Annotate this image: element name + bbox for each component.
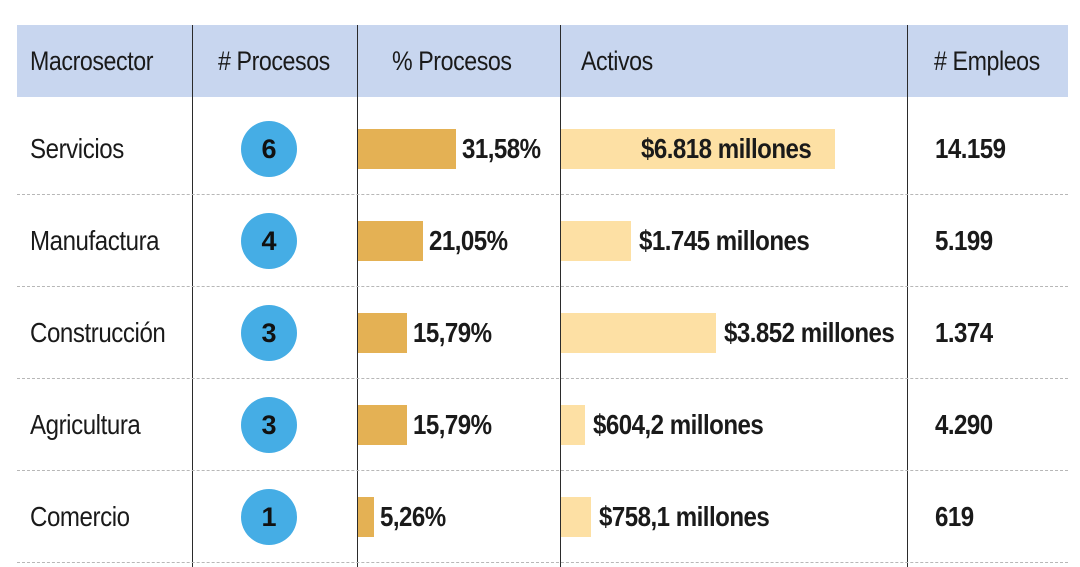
row-separator xyxy=(17,470,1068,471)
empleos-value: 1.374 xyxy=(935,317,993,348)
activos-label: $758,1 millones xyxy=(599,501,770,532)
pct-bar xyxy=(358,405,407,445)
empleos-value: 5.199 xyxy=(935,225,993,256)
sector-label: Servicios xyxy=(30,133,124,164)
empleos-value: 619 xyxy=(935,501,974,532)
empleos-value: 14.159 xyxy=(935,133,1006,164)
procesos-circle: 1 xyxy=(241,489,297,545)
pct-label: 15,79% xyxy=(413,317,492,348)
pct-label: 5,26% xyxy=(380,501,447,532)
header-pct-procesos: % Procesos xyxy=(392,45,512,76)
procesos-circle: 3 xyxy=(241,397,297,453)
header-empleos: # Empleos xyxy=(934,45,1040,76)
pct-bar xyxy=(358,129,456,169)
pct-label: 21,05% xyxy=(429,225,508,256)
activos-bar xyxy=(561,405,586,445)
activos-bar xyxy=(561,129,835,169)
column-divider xyxy=(560,25,561,567)
column-divider xyxy=(357,25,358,567)
header-macrosector: Macrosector xyxy=(30,45,154,76)
row-separator xyxy=(17,378,1068,379)
sector-label: Construcción xyxy=(30,317,166,348)
pct-label: 31,58% xyxy=(462,133,541,164)
pct-bar xyxy=(358,221,424,261)
header-activos: Activos xyxy=(581,45,653,76)
procesos-circle: 3 xyxy=(241,305,297,361)
activos-label: $3.852 millones xyxy=(723,317,895,348)
procesos-circle: 6 xyxy=(241,121,297,177)
empleos-value: 4.290 xyxy=(935,409,993,440)
activos-bar xyxy=(561,221,632,261)
activos-label: $1.745 millones xyxy=(639,225,810,256)
pct-bar xyxy=(358,497,375,537)
sector-label: Comercio xyxy=(30,501,130,532)
column-divider xyxy=(907,25,908,567)
sector-label: Manufactura xyxy=(30,225,160,256)
row-separator xyxy=(17,562,1068,563)
row-separator xyxy=(17,194,1068,195)
pct-bar xyxy=(358,313,407,353)
header-procesos: # Procesos xyxy=(218,45,330,76)
sector-label: Agricultura xyxy=(30,409,141,440)
row-separator xyxy=(17,286,1068,287)
procesos-circle: 4 xyxy=(241,213,297,269)
table-header xyxy=(17,25,1068,97)
activos-label: $604,2 millones xyxy=(593,409,764,440)
activos-label: $6.818 millones xyxy=(641,133,812,164)
column-divider xyxy=(192,25,193,567)
pct-label: 15,79% xyxy=(413,409,492,440)
activos-bar xyxy=(561,497,592,537)
activos-bar xyxy=(561,313,716,353)
